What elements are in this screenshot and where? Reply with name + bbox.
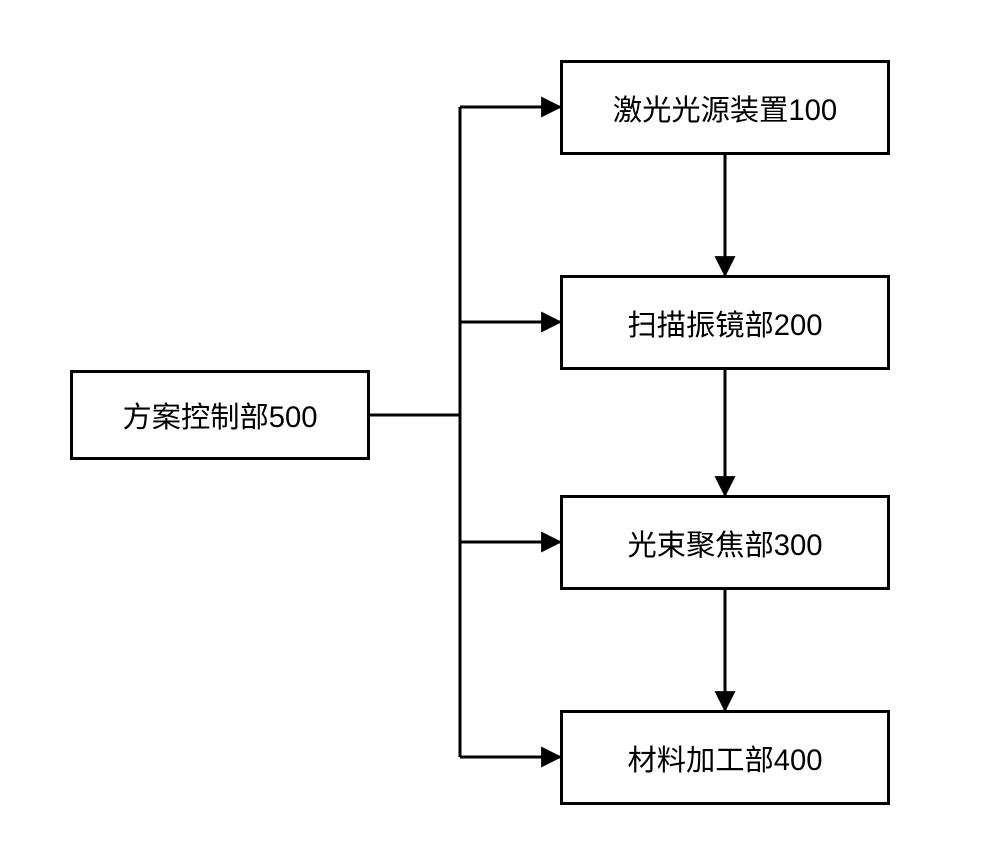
node-laser-source: 激光光源装置100: [560, 60, 890, 155]
node-scan-galvo: 扫描振镜部200: [560, 275, 890, 370]
node-label: 材料加工部400: [627, 737, 822, 779]
node-label: 激光光源装置100: [613, 87, 837, 129]
node-label: 扫描振镜部200: [627, 302, 822, 344]
node-label: 光束聚焦部300: [627, 522, 822, 564]
node-beam-focus: 光束聚焦部300: [560, 495, 890, 590]
node-controller: 方案控制部500: [70, 370, 370, 460]
diagram-canvas: 方案控制部500 激光光源装置100 扫描振镜部200 光束聚焦部300 材料加…: [0, 0, 1000, 855]
node-label: 方案控制部500: [122, 394, 317, 436]
node-material-processing: 材料加工部400: [560, 710, 890, 805]
